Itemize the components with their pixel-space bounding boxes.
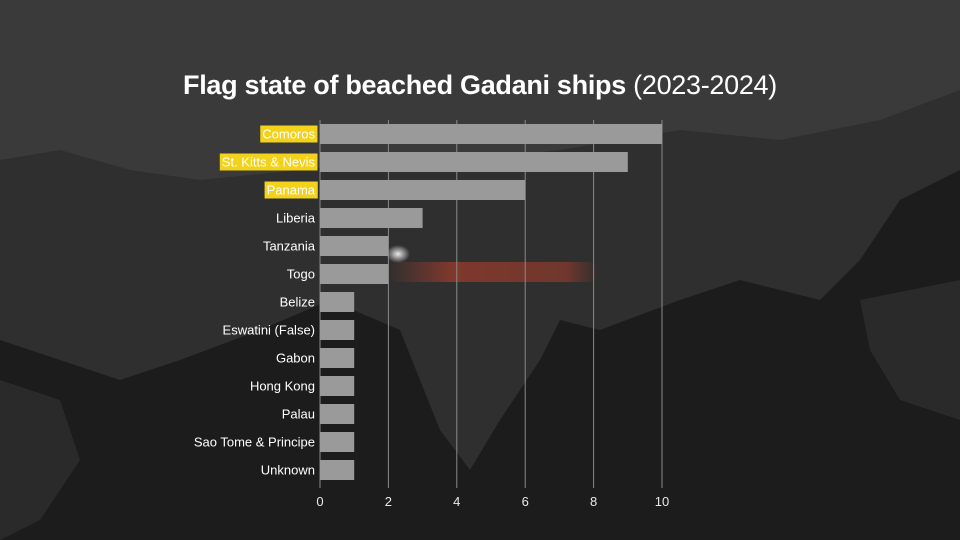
light-glow: [386, 245, 410, 263]
category-highlight: [264, 181, 318, 199]
bar-belize: [320, 292, 355, 312]
category-label: St. Kitts & Nevis: [222, 155, 316, 170]
category-label: Comoros: [262, 127, 315, 142]
bar-layer: [320, 124, 662, 480]
bar-eswatini-false-: [320, 320, 355, 340]
grid-layer: [319, 120, 663, 488]
x-tick-label: 4: [453, 494, 460, 509]
category-highlight: [219, 153, 318, 171]
bar-gabon: [320, 348, 355, 368]
category-label: Eswatini (False): [223, 323, 315, 338]
route-streak: [388, 262, 598, 282]
category-label: Belize: [280, 295, 315, 310]
chart-title: Flag state of beached Gadani ships (2023…: [0, 70, 960, 101]
landmass-shape: [860, 280, 960, 420]
tick-layer: 0 2 4 6 8 10: [316, 494, 669, 509]
category-label: Togo: [287, 267, 315, 282]
bar-st-kitts-nevis: [320, 152, 628, 172]
x-tick-label: 8: [590, 494, 597, 509]
x-tick-label: 2: [385, 494, 392, 509]
category-label: Gabon: [276, 351, 315, 366]
category-label: Liberia: [276, 211, 316, 226]
landmass-shape: [0, 380, 80, 540]
x-tick-label: 0: [316, 494, 323, 509]
label-layer: Comoros St. Kitts & Nevis Panama Liberia Tan…: [194, 125, 318, 478]
bar-hong-kong: [320, 376, 355, 396]
x-tick-label: 10: [655, 494, 669, 509]
chart-title-suffix: (2023-2024): [633, 70, 777, 100]
bar-togo: [320, 264, 389, 284]
bar-tanzania: [320, 236, 389, 256]
category-label: Tanzania: [263, 239, 316, 254]
landmass-shape: [0, 0, 960, 180]
x-tick-label: 6: [522, 494, 529, 509]
bar-sao-tome-principe: [320, 432, 355, 452]
bar-palau: [320, 404, 355, 424]
category-label: Sao Tome & Principe: [194, 435, 315, 450]
category-highlight: [260, 125, 318, 143]
category-label: Palau: [282, 407, 315, 422]
bar-panama: [320, 180, 526, 200]
bar-unknown: [320, 460, 355, 480]
category-label: Hong Kong: [250, 379, 315, 394]
category-label: Panama: [267, 183, 316, 198]
bar-liberia: [320, 208, 423, 228]
category-label: Unknown: [261, 463, 315, 478]
chart-title-main: Flag state of beached Gadani ships: [183, 70, 626, 100]
bar-comoros: [320, 124, 662, 144]
